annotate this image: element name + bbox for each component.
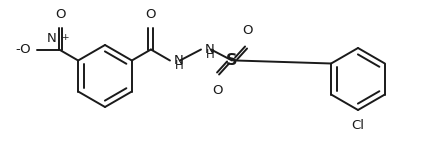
Text: N: N — [205, 43, 215, 56]
Text: S: S — [226, 53, 238, 68]
Text: +: + — [61, 33, 69, 42]
Text: O: O — [212, 83, 223, 97]
Text: Cl: Cl — [352, 119, 364, 132]
Text: O: O — [242, 24, 252, 37]
Text: -O: -O — [15, 43, 31, 56]
Text: H: H — [175, 59, 184, 72]
Text: O: O — [146, 7, 156, 21]
Text: N: N — [174, 54, 184, 67]
Text: H: H — [205, 48, 214, 61]
Text: O: O — [55, 7, 65, 21]
Text: N: N — [46, 33, 56, 46]
